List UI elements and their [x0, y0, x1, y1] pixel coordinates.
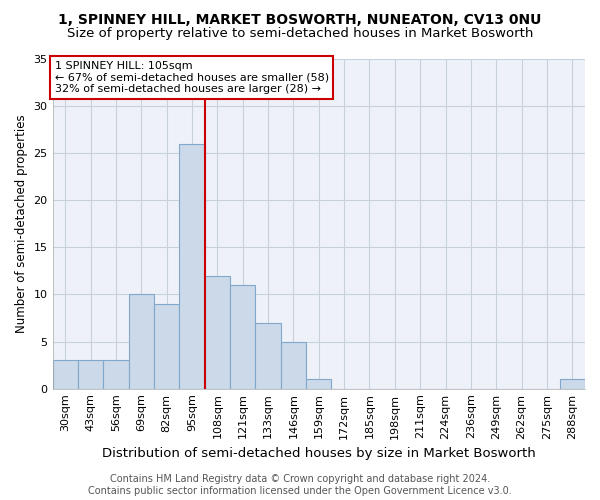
- Text: 1 SPINNEY HILL: 105sqm
← 67% of semi-detached houses are smaller (58)
32% of sem: 1 SPINNEY HILL: 105sqm ← 67% of semi-det…: [55, 61, 329, 94]
- Text: 1, SPINNEY HILL, MARKET BOSWORTH, NUNEATON, CV13 0NU: 1, SPINNEY HILL, MARKET BOSWORTH, NUNEAT…: [58, 12, 542, 26]
- Bar: [179, 144, 205, 388]
- Bar: [306, 380, 331, 388]
- Bar: [256, 322, 281, 388]
- Bar: [205, 276, 230, 388]
- Bar: [154, 304, 179, 388]
- Text: Contains HM Land Registry data © Crown copyright and database right 2024.
Contai: Contains HM Land Registry data © Crown c…: [88, 474, 512, 496]
- Bar: [281, 342, 306, 388]
- Bar: [78, 360, 103, 388]
- Y-axis label: Number of semi-detached properties: Number of semi-detached properties: [15, 114, 28, 333]
- Bar: [230, 285, 256, 389]
- Bar: [103, 360, 128, 388]
- Text: Size of property relative to semi-detached houses in Market Bosworth: Size of property relative to semi-detach…: [67, 28, 533, 40]
- X-axis label: Distribution of semi-detached houses by size in Market Bosworth: Distribution of semi-detached houses by …: [102, 447, 536, 460]
- Bar: [128, 294, 154, 388]
- Bar: [560, 380, 585, 388]
- Bar: [53, 360, 78, 388]
